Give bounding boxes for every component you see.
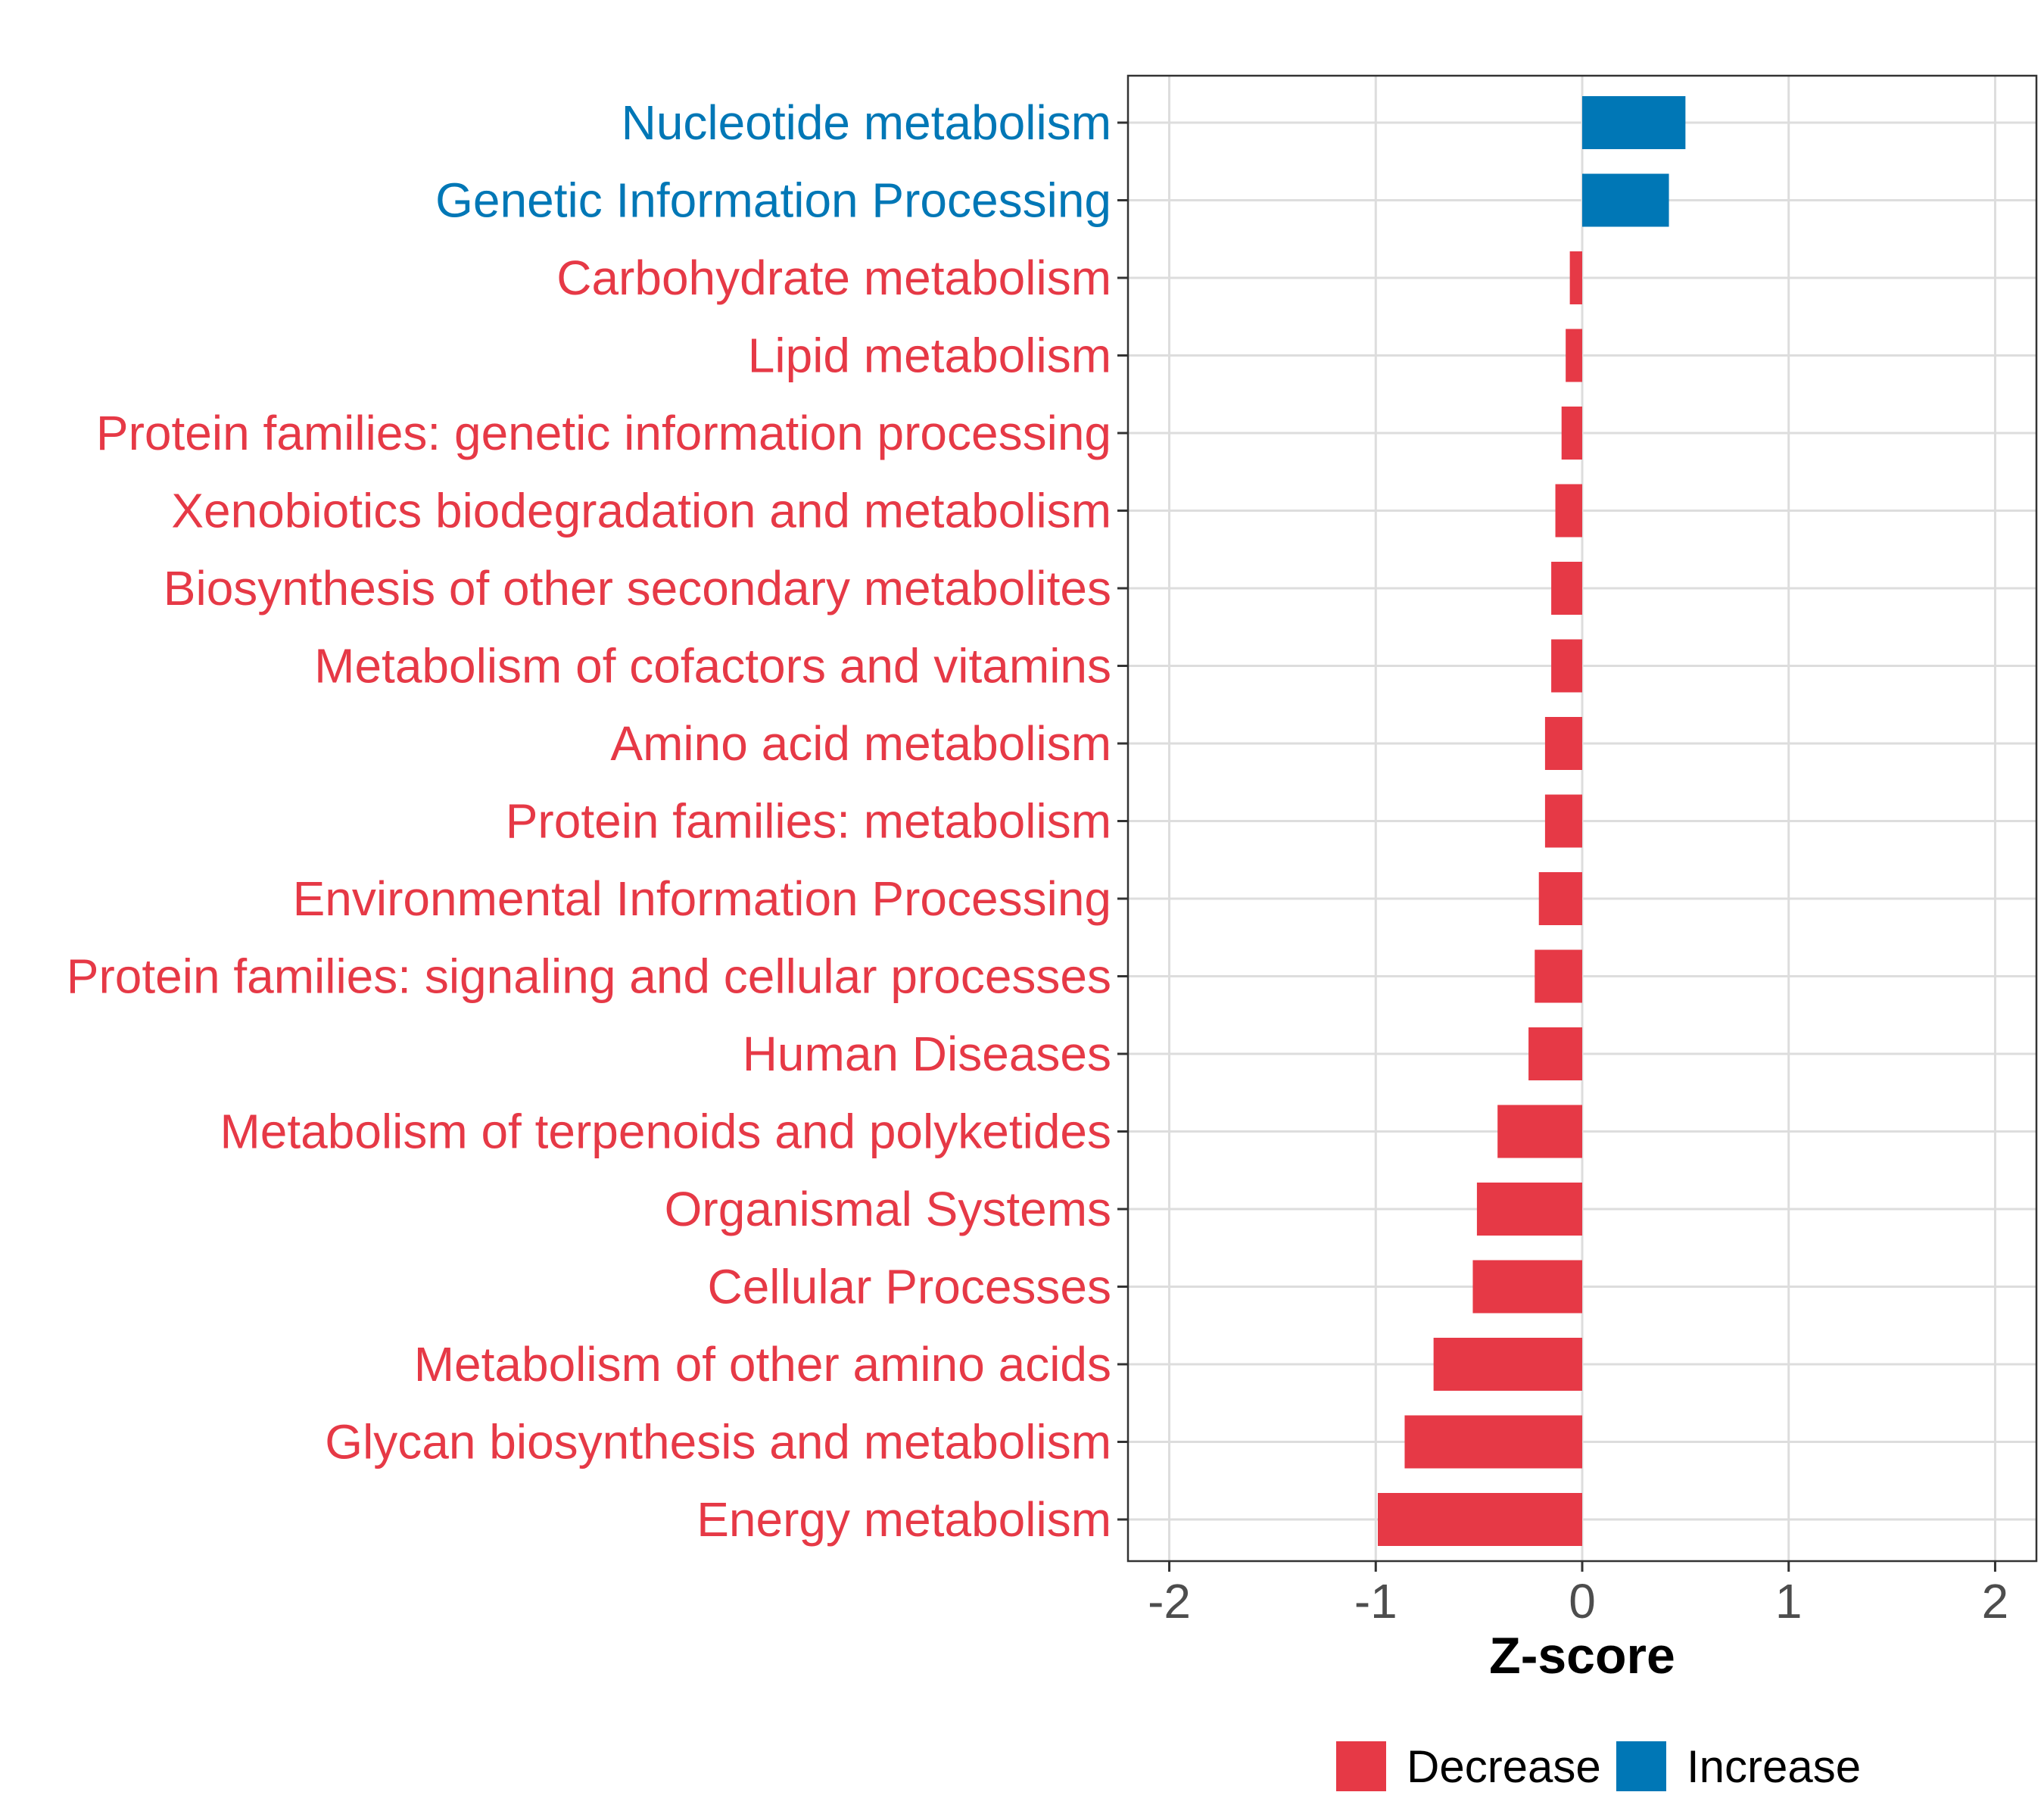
category-label: Environmental Information Processing <box>293 871 1111 926</box>
category-label: Metabolism of other amino acids <box>414 1337 1111 1392</box>
bar <box>1544 794 1582 848</box>
y-axis-labels: Nucleotide metabolism Genetic Information… <box>67 95 1111 1547</box>
category-label: Protein families: genetic information pr… <box>96 406 1111 460</box>
bar <box>1582 96 1686 149</box>
category-label: Xenobiotics biodegradation and metabolis… <box>171 484 1111 538</box>
category-label: Metabolism of cofactors and vitamins <box>314 639 1111 693</box>
x-tick-label: 0 <box>1569 1574 1596 1628</box>
category-label: Amino acid metabolism <box>610 716 1111 771</box>
bar <box>1566 329 1582 382</box>
bar <box>1472 1260 1582 1314</box>
bar <box>1378 1493 1582 1546</box>
bars <box>1378 96 1686 1546</box>
bar <box>1551 562 1582 615</box>
category-label: Biosynthesis of other secondary metaboli… <box>164 561 1111 616</box>
bar <box>1535 949 1582 1003</box>
x-tick-label: 1 <box>1775 1574 1803 1628</box>
category-label: Organismal Systems <box>665 1182 1111 1236</box>
legend-key <box>1616 1741 1666 1791</box>
category-label: Energy metabolism <box>696 1492 1111 1547</box>
x-tick-label: -2 <box>1148 1574 1191 1628</box>
category-label: Genetic Information Processing <box>435 173 1111 228</box>
category-label: Protein families: signaling and cellular… <box>67 949 1111 1004</box>
x-axis-ticks: -2 -1 0 1 2 <box>1148 1561 2008 1628</box>
bar <box>1551 639 1582 693</box>
bar <box>1476 1183 1582 1236</box>
bar <box>1569 251 1582 304</box>
bar <box>1555 484 1582 538</box>
category-label: Metabolism of terpenoids and polyketides <box>220 1105 1111 1159</box>
bar <box>1582 173 1669 227</box>
bar <box>1544 717 1582 770</box>
y-axis-ticks <box>1117 121 1128 1521</box>
category-label: Protein families: metabolism <box>506 794 1111 849</box>
x-axis-title: Z-score <box>1489 1627 1675 1685</box>
category-label: Nucleotide metabolism <box>622 95 1111 150</box>
bar <box>1433 1338 1582 1391</box>
category-label: Cellular Processes <box>707 1260 1111 1314</box>
bar <box>1538 872 1582 925</box>
legend-key <box>1336 1741 1386 1791</box>
bar <box>1497 1105 1582 1158</box>
category-label: Human Diseases <box>743 1027 1111 1081</box>
bar <box>1404 1415 1582 1469</box>
legend: Decrease Increase <box>1336 1741 1861 1792</box>
category-label: Lipid metabolism <box>748 329 1111 383</box>
legend-label: Increase <box>1687 1741 1861 1792</box>
category-label: Carbohydrate metabolism <box>556 251 1111 305</box>
bar <box>1561 407 1582 460</box>
x-tick-label: -1 <box>1354 1574 1397 1628</box>
legend-label: Decrease <box>1407 1741 1601 1792</box>
category-label: Glycan biosynthesis and metabolism <box>325 1415 1111 1469</box>
bar <box>1528 1027 1582 1080</box>
x-tick-label: 2 <box>1982 1574 2009 1628</box>
